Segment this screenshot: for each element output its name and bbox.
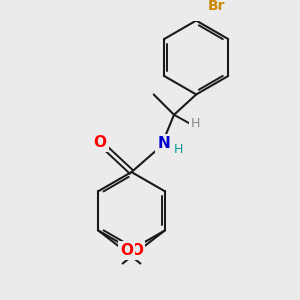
Text: O: O	[94, 135, 106, 150]
Text: H: H	[174, 143, 183, 156]
Text: H: H	[190, 117, 200, 130]
Text: O: O	[120, 243, 133, 258]
Text: O: O	[130, 243, 143, 258]
Text: N: N	[158, 136, 170, 151]
Text: Br: Br	[208, 0, 225, 13]
